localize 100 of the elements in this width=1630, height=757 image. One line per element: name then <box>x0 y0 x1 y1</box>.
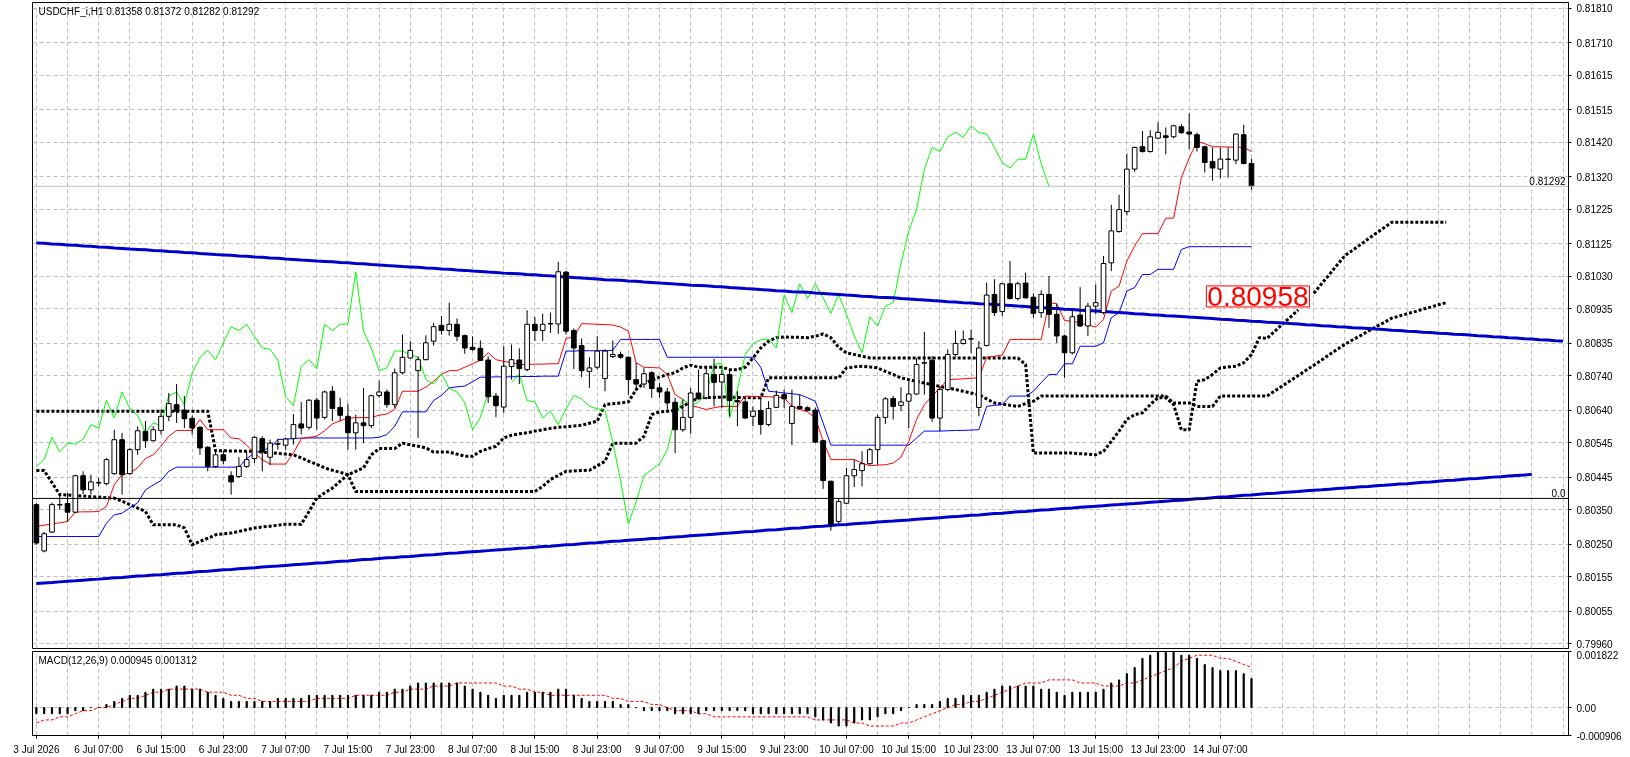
candlestick <box>158 408 164 436</box>
line-series <box>34 472 1534 586</box>
x-tick-label: 10 Jul 23:00 <box>943 743 999 755</box>
y-tick-label: 0.81515 <box>1576 104 1614 116</box>
x-tick-label: 9 Jul 15:00 <box>697 743 747 755</box>
candlestick <box>267 439 273 466</box>
x-tick-label: 6 Jul 15:00 <box>136 743 186 755</box>
x-tick-label: 6 Jul 23:00 <box>198 743 249 755</box>
candlestick <box>1014 281 1021 302</box>
candlestick <box>968 328 974 354</box>
candlestick <box>376 380 382 399</box>
candlestick <box>1007 260 1013 301</box>
line-series <box>35 654 1252 727</box>
candlestick <box>415 355 421 439</box>
candlestick <box>781 389 787 409</box>
candlestick <box>1186 112 1193 150</box>
y-tick-label: 0.80055 <box>1576 606 1614 618</box>
candlestick <box>1225 146 1231 179</box>
y-tick-label: 0.80640 <box>1576 405 1614 417</box>
candlestick <box>165 392 172 422</box>
y-tick-label: 0.80935 <box>1576 303 1614 315</box>
y-tick-label: 0.81810 <box>1576 3 1614 15</box>
candlestick <box>313 397 320 431</box>
candlestick <box>594 335 601 371</box>
y-tick-label: -0.000906 <box>1576 730 1622 742</box>
candlestick <box>345 403 351 451</box>
candlestick <box>189 415 196 436</box>
candlestick <box>539 313 546 342</box>
y-tick-label: 0.81420 <box>1576 137 1614 149</box>
candlestick <box>1046 275 1052 329</box>
candlestick <box>446 302 453 337</box>
candlestick <box>204 445 211 472</box>
candlestick <box>197 425 203 456</box>
candlestick <box>1053 303 1060 344</box>
y-tick-label: 0.81030 <box>1576 271 1614 283</box>
candlestick <box>1147 129 1154 154</box>
candlestick <box>1077 286 1083 328</box>
y-tick-label: 0.001822 <box>1576 649 1619 661</box>
candlestick <box>228 470 234 496</box>
candlestick <box>571 327 577 370</box>
x-tick-label: 3 Jul 2026 <box>13 743 60 755</box>
candlestick <box>633 362 639 392</box>
y-tick-label: 0.81615 <box>1576 70 1614 82</box>
candlestick <box>1085 302 1091 337</box>
candlestick <box>1155 121 1161 140</box>
candlestick <box>399 334 406 375</box>
candlestick <box>384 389 390 409</box>
ref-line-label: 0.81292 <box>1529 176 1566 188</box>
candlestick <box>890 395 897 420</box>
candlestick <box>905 380 912 429</box>
candlestick <box>750 405 756 427</box>
candlestick <box>1248 158 1255 191</box>
candlestick <box>493 392 499 418</box>
candlestick <box>625 355 632 396</box>
candlestick <box>952 329 959 357</box>
candlestick <box>1194 132 1200 153</box>
y-tick-label: 0.80250 <box>1576 539 1614 551</box>
x-tick-label: 8 Jul 15:00 <box>510 743 560 755</box>
candlestick <box>921 331 928 396</box>
x-tick-label: 10 Jul 07:00 <box>819 743 875 755</box>
y-tick-label: 0.00 <box>1576 702 1597 714</box>
candlestick <box>259 435 266 472</box>
candlestick <box>275 438 281 451</box>
candlestick <box>547 312 554 334</box>
candlestick <box>1162 127 1169 155</box>
candlestick <box>757 397 764 436</box>
candlestick <box>236 456 242 479</box>
x-tick-label: 13 Jul 07:00 <box>1006 743 1062 755</box>
candlestick <box>1201 145 1208 173</box>
x-tick-label: 8 Jul 23:00 <box>572 743 623 755</box>
y-tick-label: 0.80155 <box>1576 571 1614 583</box>
candlestick <box>641 367 647 389</box>
candlestick <box>742 397 749 420</box>
candlestick <box>88 474 94 496</box>
y-tick-label: 0.80445 <box>1576 472 1614 484</box>
candlestick <box>711 358 717 407</box>
candlestick <box>680 399 686 433</box>
annotation: 0.80958 <box>1207 280 1309 312</box>
candlestick <box>765 400 772 427</box>
candlestick <box>789 389 795 446</box>
x-tick-label: 7 Jul 23:00 <box>385 743 436 755</box>
candlestick <box>290 413 297 445</box>
y-tick-label: 0.81225 <box>1576 204 1614 216</box>
candlestick <box>882 396 889 425</box>
y-tick-label: 0.81320 <box>1576 171 1614 183</box>
line-series <box>34 241 1565 343</box>
y-tick-label: 0.80740 <box>1576 370 1614 382</box>
x-tick-label: 7 Jul 15:00 <box>323 743 373 755</box>
candlestick <box>859 450 865 487</box>
x-tick-label: 13 Jul 15:00 <box>1068 743 1124 755</box>
x-tick-label: 9 Jul 23:00 <box>759 743 810 755</box>
candlestick <box>1116 194 1122 234</box>
candlestick <box>718 369 725 409</box>
chart-title: USDCHF_i,H1 0.81358 0.81372 0.81282 0.81292 <box>38 5 260 17</box>
candlestick <box>352 414 359 451</box>
y-tick-label: 0.80545 <box>1576 437 1614 449</box>
x-tick-label: 14 Jul 07:00 <box>1193 743 1249 755</box>
y-tick-label: 0.81710 <box>1576 37 1614 49</box>
y-tick-label: 0.79960 <box>1576 638 1614 650</box>
x-tick-label: 13 Jul 23:00 <box>1130 743 1186 755</box>
